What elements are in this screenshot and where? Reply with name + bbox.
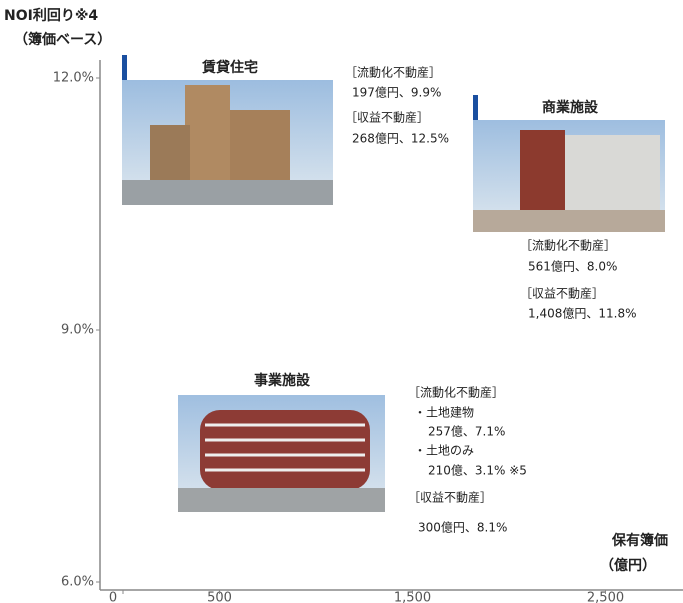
y-tick-label: 12.0% <box>53 71 94 86</box>
annotation-line: ［収益不動産］ <box>345 110 429 125</box>
annotation-line: 257億、7.1% <box>428 425 505 439</box>
annotation-line: ・土地建物 <box>414 406 474 420</box>
annotation-line: ［流動化不動産］ <box>408 385 504 400</box>
annotation-line: 300億円、8.1% <box>418 521 507 535</box>
annotation-line: 561億円、8.0% <box>528 260 617 274</box>
y-tick-label: 9.0% <box>61 323 94 338</box>
photo <box>122 55 333 205</box>
annotation-line: ［流動化不動産］ <box>345 65 441 80</box>
annotation-line: ［収益不動産］ <box>520 286 604 301</box>
annotation-line: ・土地のみ <box>414 444 474 458</box>
annotation-title: 賃貸住宅 <box>201 59 258 76</box>
y-tick-label: 6.0% <box>61 575 94 590</box>
y-label: NOI利回り※4 <box>4 7 98 24</box>
x-label: （億円） <box>600 557 656 574</box>
annotation-line: 1,408億円、11.8% <box>528 307 636 321</box>
annotation-line: ［収益不動産］ <box>408 490 492 505</box>
annotation-line: ［流動化不動産］ <box>520 238 616 253</box>
annotation-title: 事業施設 <box>254 372 311 389</box>
y-label: （簿価ベース） <box>14 31 111 48</box>
annotation-title: 商業施設 <box>542 99 599 116</box>
annotation-line: 268億円、12.5% <box>352 132 449 146</box>
x-tick-label: 0 <box>109 591 117 603</box>
x-label: 保有簿価 <box>611 532 668 549</box>
annotation-line: 197億円、9.9% <box>352 86 441 100</box>
annotation-line: 210億、3.1% ※5 <box>428 464 527 478</box>
chart: NOI利回り※4 （簿価ベース） 保有簿価 （億円） 6.0% 9.0% 12.0%… <box>0 0 683 603</box>
